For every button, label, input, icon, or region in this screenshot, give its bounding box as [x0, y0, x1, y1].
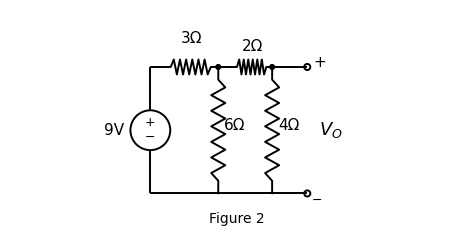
Text: 6Ω: 6Ω: [224, 118, 246, 133]
Text: +: +: [145, 116, 155, 129]
Text: Figure 2: Figure 2: [209, 212, 265, 226]
Text: +: +: [313, 55, 326, 70]
Text: −: −: [311, 194, 322, 207]
Text: 2Ω: 2Ω: [242, 39, 263, 54]
Text: 9V: 9V: [104, 123, 125, 138]
Text: 3Ω: 3Ω: [181, 31, 202, 46]
Text: $V_O$: $V_O$: [319, 120, 343, 140]
Circle shape: [216, 65, 220, 69]
Text: −: −: [145, 131, 155, 144]
Circle shape: [270, 65, 274, 69]
Text: 4Ω: 4Ω: [278, 118, 300, 133]
